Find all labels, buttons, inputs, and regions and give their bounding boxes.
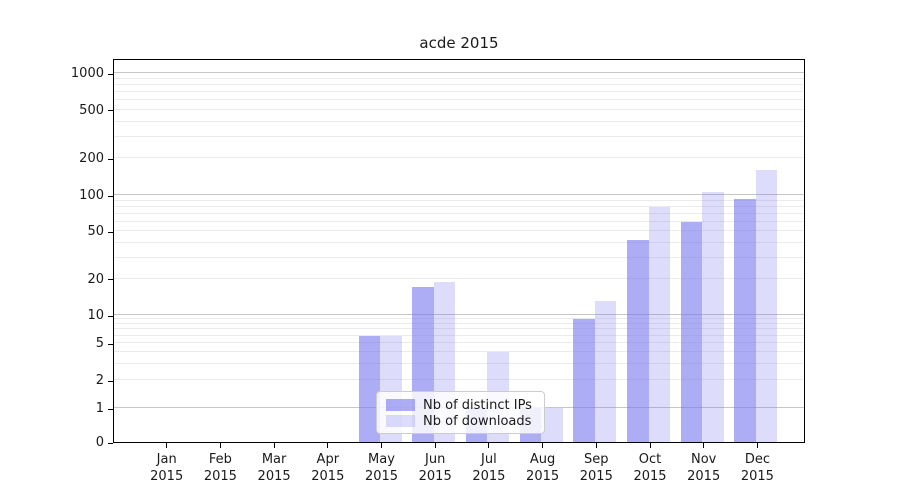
x-tick-label-feb: Feb 2015 [203, 452, 237, 484]
x-tick-mark-aug [542, 443, 544, 448]
minor-gridline-4 [114, 351, 804, 352]
minor-gridline-2 [114, 379, 804, 380]
y-tick-mark-1 [108, 408, 113, 410]
legend-label-distinct-ips: Nb of distinct IPs [423, 397, 532, 413]
minor-gridline-300 [114, 135, 804, 137]
legend-swatch-downloads [386, 415, 415, 427]
x-tick-label-sep: Sep 2015 [579, 452, 613, 484]
minor-gridline-9 [114, 318, 804, 320]
y-tick-label-20: 20 [87, 271, 104, 287]
minor-gridline-500 [114, 108, 804, 110]
minor-gridline-600 [114, 99, 804, 101]
minor-gridline-50 [114, 230, 804, 232]
minor-gridline-30 [114, 256, 804, 258]
y-tick-label-200: 200 [79, 151, 104, 167]
major-gridline-100 [114, 194, 804, 195]
y-tick-label-5: 5 [95, 336, 104, 351]
major-gridline-1000 [114, 72, 804, 73]
minor-gridline-60 [114, 220, 804, 222]
y-tick-label-0: 0 [95, 435, 104, 450]
minor-gridline-200 [114, 157, 804, 159]
bar-downloads-aug [541, 408, 563, 442]
y-tick-mark-500 [108, 110, 113, 112]
minor-gridline-20 [114, 277, 804, 279]
plot-area: Nb of distinct IPs Nb of downloads [113, 59, 805, 443]
bar-downloads-nov [702, 192, 724, 442]
x-tick-label-jan: Jan 2015 [150, 452, 184, 484]
y-tick-label-100: 100 [79, 188, 104, 203]
minor-gridline-800 [114, 83, 804, 85]
y-tick-mark-0 [108, 442, 113, 444]
x-tick-mark-jul [488, 443, 490, 448]
y-tick-label-50: 50 [87, 224, 104, 240]
bar-distinct-ips-oct [627, 240, 649, 442]
x-tick-mark-jun [434, 443, 436, 448]
x-tick-mark-sep [595, 443, 597, 448]
legend-swatch-distinct-ips [386, 399, 415, 411]
x-tick-label-may: May 2015 [364, 452, 399, 484]
y-tick-mark-100 [108, 195, 113, 197]
minor-gridline-700 [114, 90, 804, 92]
bar-distinct-ips-dec [734, 199, 756, 442]
minor-gridline-3 [114, 362, 804, 364]
y-tick-mark-1000 [108, 73, 113, 75]
minor-gridline-80 [114, 205, 804, 207]
x-tick-mark-apr [327, 443, 329, 448]
bar-distinct-ips-sep [573, 319, 595, 442]
minor-gridline-40 [114, 241, 804, 243]
x-tick-mark-dec [756, 443, 758, 448]
minor-gridline-6 [114, 334, 804, 336]
x-tick-label-apr: Apr 2015 [311, 452, 345, 484]
minor-gridline-400 [114, 120, 804, 122]
x-tick-mark-oct [649, 443, 651, 448]
minor-gridline-7 [114, 328, 804, 330]
x-tick-mark-mar [273, 443, 275, 448]
x-tick-label-oct: Oct 2015 [633, 452, 667, 484]
x-tick-mark-jan [166, 443, 168, 448]
x-tick-label-jun: Jun 2015 [418, 452, 452, 484]
bar-downloads-sep [594, 301, 617, 442]
x-tick-label-mar: Mar 2015 [257, 452, 291, 484]
minor-gridline-70 [114, 212, 804, 214]
y-tick-label-500: 500 [79, 102, 104, 118]
major-gridline-10 [114, 314, 804, 315]
y-tick-mark-200 [108, 158, 113, 160]
x-tick-mark-nov [703, 443, 705, 448]
x-tick-label-dec: Dec 2015 [740, 452, 774, 484]
bar-distinct-ips-nov [680, 221, 703, 442]
x-tick-label-jul: Jul 2015 [472, 452, 506, 484]
y-tick-mark-20 [108, 279, 113, 281]
bar-distinct-ips-may [358, 335, 380, 442]
y-tick-mark-2 [108, 380, 113, 382]
x-tick-mark-feb [219, 443, 221, 448]
y-tick-label-1000: 1000 [70, 66, 104, 81]
chart-title: acde 2015 [419, 34, 499, 52]
bar-downloads-oct [648, 206, 670, 442]
legend-row-distinct-ips: Nb of distinct IPs [386, 397, 535, 413]
y-tick-mark-50 [108, 231, 113, 233]
minor-gridline-8 [114, 323, 804, 324]
legend-row-downloads: Nb of downloads [386, 413, 535, 429]
legend-label-downloads: Nb of downloads [423, 413, 532, 429]
minor-gridline-5 [114, 342, 804, 343]
minor-gridline-90 [114, 199, 804, 201]
bar-downloads-dec [755, 170, 778, 442]
x-tick-label-nov: Nov 2015 [687, 452, 721, 484]
y-tick-label-2: 2 [95, 373, 104, 388]
y-tick-mark-10 [108, 315, 113, 317]
y-tick-label-1: 1 [95, 401, 104, 416]
x-tick-mark-may [381, 443, 382, 448]
x-tick-label-aug: Aug 2015 [526, 452, 560, 484]
y-tick-mark-5 [108, 343, 113, 345]
legend: Nb of distinct IPs Nb of downloads [376, 391, 545, 434]
minor-gridline-900 [114, 77, 804, 79]
y-tick-label-10: 10 [87, 308, 104, 323]
